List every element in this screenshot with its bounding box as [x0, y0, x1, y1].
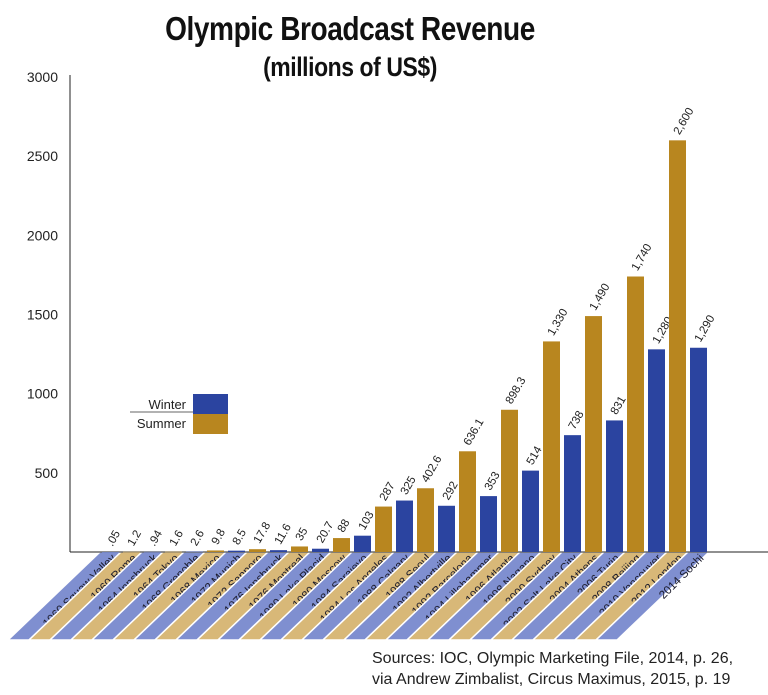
bar — [648, 349, 665, 552]
y-tick-label: 1500 — [27, 307, 58, 323]
bar — [270, 550, 287, 552]
source-line-1: Sources: IOC, Olympic Marketing File, 20… — [372, 650, 734, 667]
bar — [480, 496, 497, 552]
data-label: 17.8 — [252, 520, 274, 545]
data-label: 636.1 — [462, 417, 487, 448]
bar — [123, 551, 140, 553]
bar — [186, 551, 203, 553]
data-label: 1.2 — [126, 528, 144, 548]
bar — [249, 549, 266, 552]
bar — [438, 505, 455, 552]
bar — [564, 435, 581, 552]
bar — [543, 341, 560, 552]
bar — [228, 550, 245, 552]
data-label: 2,600 — [672, 106, 697, 137]
legend-swatch-winter — [193, 394, 228, 414]
data-label: 11.6 — [273, 522, 294, 547]
bar — [165, 551, 182, 553]
bar — [354, 535, 371, 552]
bar — [690, 347, 707, 552]
data-label: 898.3 — [504, 375, 529, 406]
y-tick-label: 3000 — [27, 69, 58, 85]
data-label: 35 — [294, 526, 311, 543]
bar — [312, 548, 329, 552]
data-label: 1.6 — [168, 528, 186, 548]
bar — [522, 470, 539, 552]
data-label: 1,290 — [693, 313, 718, 344]
data-label: 1,740 — [630, 242, 655, 273]
y-tick-label: 2000 — [27, 227, 58, 243]
bar — [375, 506, 392, 552]
bar — [333, 538, 350, 552]
data-label: 292 — [441, 480, 461, 503]
bar — [291, 546, 308, 552]
chart-title: Olympic Broadcast Revenue — [165, 10, 535, 47]
y-tick-label: 1000 — [27, 386, 58, 402]
legend-label-summer: Summer — [137, 416, 187, 431]
data-label: 831 — [609, 394, 629, 417]
data-label: 1,330 — [546, 307, 571, 338]
data-label: .94 — [147, 528, 166, 548]
y-tick-label: 2500 — [27, 148, 58, 164]
data-label: 2.6 — [189, 528, 207, 548]
data-label: 287 — [378, 480, 398, 503]
bar — [207, 550, 224, 552]
data-label: 103 — [357, 510, 377, 533]
data-label: 325 — [399, 474, 419, 497]
data-label: 8.5 — [231, 527, 249, 547]
chart-subtitle: (millions of US$) — [263, 52, 437, 82]
data-label: 353 — [483, 470, 503, 493]
data-label: 88 — [336, 517, 353, 534]
y-tick-label: 500 — [35, 465, 59, 481]
data-label: .05 — [105, 529, 123, 549]
legend-swatch-summer — [193, 414, 228, 434]
bar — [396, 500, 413, 552]
bar — [606, 420, 623, 552]
source-line-2: via Andrew Zimbalist, Circus Maximus, 20… — [372, 671, 731, 688]
data-label: 514 — [525, 444, 545, 467]
data-label: 402.6 — [420, 454, 445, 485]
data-label: 1,490 — [588, 282, 613, 313]
bar — [627, 276, 644, 552]
bar — [501, 409, 518, 552]
bar — [102, 551, 119, 553]
data-label: 738 — [567, 409, 587, 432]
legend-label-winter: Winter — [148, 397, 186, 412]
bar — [669, 140, 686, 553]
bar — [585, 316, 602, 552]
bar — [144, 551, 161, 553]
data-label: 9.8 — [210, 527, 228, 547]
bar — [417, 488, 434, 552]
bar — [459, 451, 476, 552]
